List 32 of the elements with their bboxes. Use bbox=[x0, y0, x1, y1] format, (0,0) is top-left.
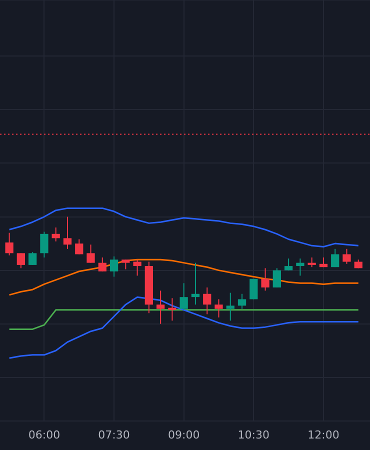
candlestick bbox=[180, 282, 188, 310]
candlestick bbox=[63, 216, 72, 250]
candlestick bbox=[238, 293, 246, 310]
candlestick bbox=[28, 252, 37, 266]
candlestick bbox=[226, 292, 234, 322]
candlestick bbox=[191, 262, 200, 306]
x-tick-label: 07:30 bbox=[98, 428, 130, 442]
candlestick bbox=[75, 238, 84, 255]
candlestick bbox=[122, 259, 130, 270]
x-tick-label: 12:00 bbox=[308, 428, 340, 442]
candlestick bbox=[331, 248, 340, 268]
candlestick bbox=[214, 298, 223, 318]
candlestick bbox=[52, 226, 60, 242]
x-tick-label: 06:00 bbox=[28, 428, 60, 442]
candlestick bbox=[133, 259, 142, 276]
candlestick bbox=[308, 256, 316, 268]
candlestick bbox=[296, 258, 304, 276]
candlestick bbox=[203, 286, 212, 315]
candlestick bbox=[110, 256, 118, 278]
candlestick bbox=[5, 232, 14, 256]
candlestick bbox=[272, 268, 281, 288]
candlestick bbox=[98, 256, 106, 272]
x-tick-label: 09:00 bbox=[168, 428, 200, 442]
candlestick bbox=[86, 244, 95, 264]
candlestick bbox=[342, 248, 351, 264]
candlestick bbox=[40, 231, 48, 258]
x-tick-label: 10:30 bbox=[238, 428, 270, 442]
candlestick bbox=[261, 268, 270, 292]
candlestick bbox=[16, 252, 26, 269]
candlestick bbox=[168, 298, 176, 322]
candlestick bbox=[284, 258, 293, 271]
candlestick bbox=[156, 290, 165, 324]
